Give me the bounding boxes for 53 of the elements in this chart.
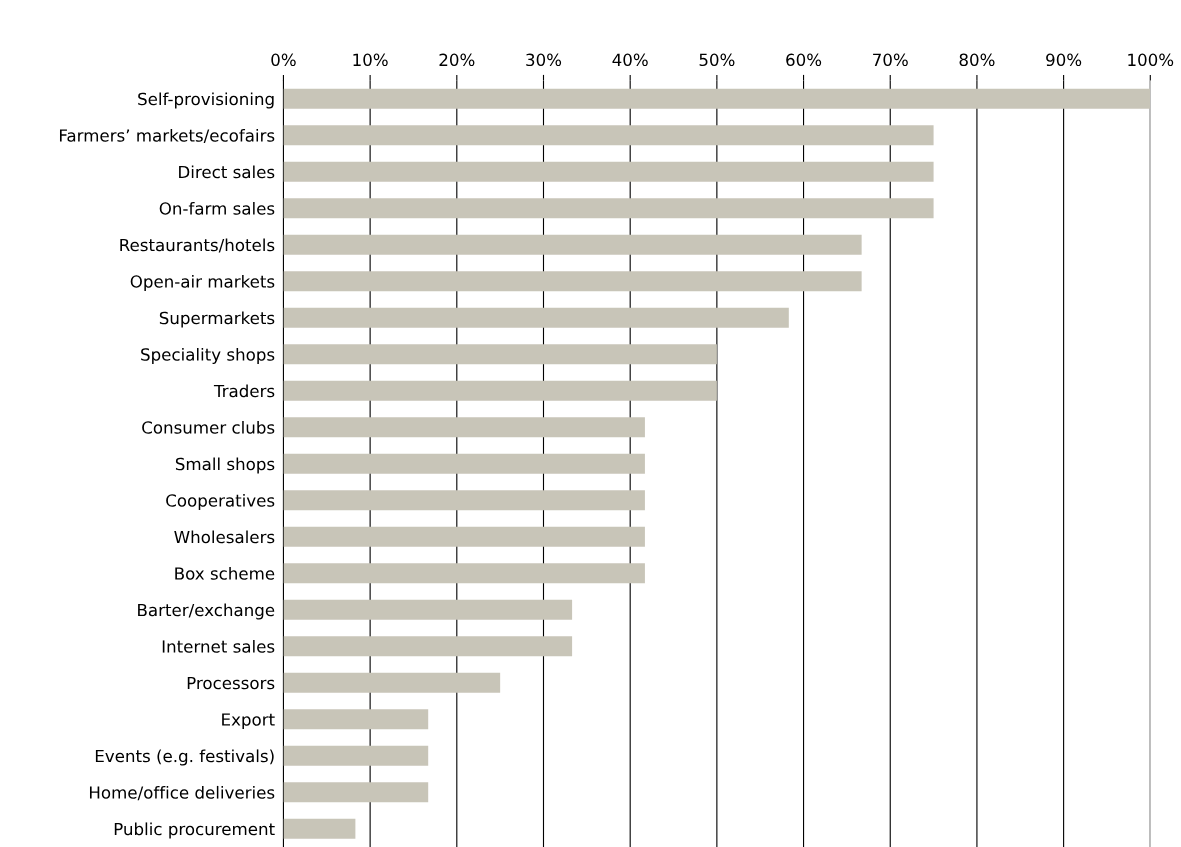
bar (283, 526, 645, 547)
bar (283, 636, 573, 657)
y-tick-label: Consumer clubs (142, 420, 275, 434)
x-tick-label: 40% (612, 53, 648, 67)
x-tick-label: 50% (699, 53, 735, 67)
y-tick-label: On-farm sales (159, 201, 275, 215)
x-tick-label: 90% (1046, 53, 1082, 67)
y-tick-label: Barter/exchange (138, 603, 275, 620)
y-tick-label: Box scheme (175, 566, 275, 580)
bar (283, 307, 789, 328)
y-tick-label: Speciality shops (141, 347, 275, 365)
bar (283, 380, 717, 401)
y-tick-label: Traders (213, 384, 275, 398)
y-tick-label: Farmers’ markets/ecofairs (59, 128, 275, 144)
bar (283, 563, 645, 584)
bar (283, 271, 862, 292)
bar (283, 125, 934, 146)
bar (283, 88, 1151, 109)
bar (283, 672, 501, 693)
x-tick-label: 10% (353, 53, 388, 67)
y-tick-label: Supermarkets (159, 311, 275, 328)
y-tick-label: Events (e.g. festivals) (95, 749, 274, 766)
x-tick-label: 100% (1128, 53, 1174, 67)
y-tick-label: Internet sales (162, 639, 275, 653)
y-tick-label: Export (222, 713, 275, 730)
x-tick-label: 80% (959, 53, 995, 67)
x-tick-label: 70% (873, 53, 908, 67)
bar (283, 417, 645, 438)
bar (283, 490, 645, 511)
bar (283, 234, 862, 255)
y-tick-label: Cooperatives (166, 493, 275, 511)
x-tick-label: 0% (271, 53, 296, 67)
y-tick-label: Home/office deliveries (89, 785, 275, 801)
y-tick-label: Small shops (175, 457, 275, 474)
y-tick-label: Wholesalers (174, 530, 275, 544)
bar (283, 198, 934, 219)
y-tick-label: Open-air markets (130, 274, 275, 292)
bar (283, 782, 429, 803)
x-tick-label: 60% (786, 53, 822, 67)
y-tick-label: Direct sales (179, 165, 275, 179)
y-tick-label: Public procurement (114, 822, 275, 839)
bar (283, 344, 717, 365)
y-tick-label: Self-provisioning (138, 92, 274, 109)
bar (283, 745, 429, 766)
x-tick-label: 30% (526, 53, 562, 67)
y-tick-label: Processors (187, 676, 275, 690)
bar (283, 709, 429, 730)
bar (283, 599, 573, 620)
bar (283, 453, 645, 474)
y-tick-label: Restaurants/hotels (120, 238, 275, 253)
x-tick-label: 20% (439, 53, 475, 67)
bar (283, 818, 356, 839)
bar (283, 161, 934, 182)
